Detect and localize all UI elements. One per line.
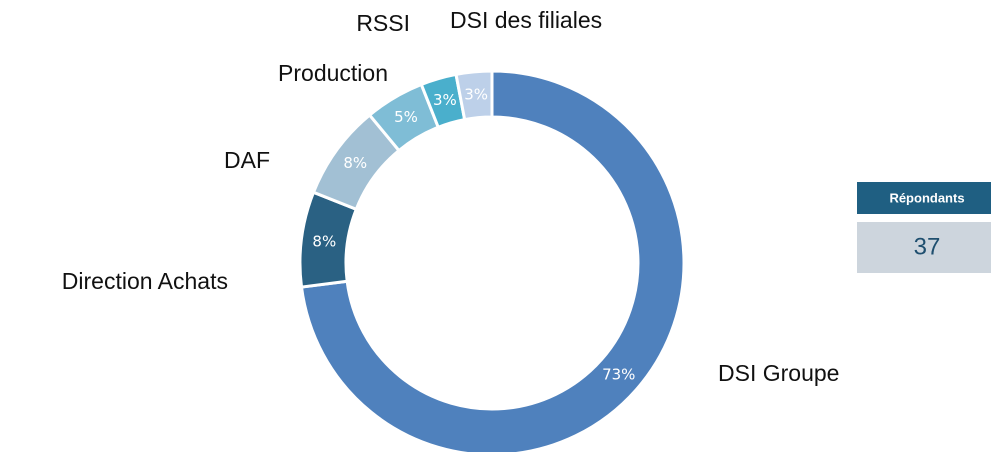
respondents-value-box (857, 222, 991, 273)
respondents-header-box (857, 182, 991, 214)
category-label: Production (278, 60, 388, 86)
value-label: 3% (433, 91, 457, 109)
value-label: 8% (343, 154, 367, 172)
value-label: 3% (464, 85, 488, 103)
value-label: 8% (312, 232, 336, 250)
value-label: 73% (602, 365, 635, 383)
category-label: DSI des filiales (450, 7, 602, 33)
respondents-value: 37 (914, 233, 941, 260)
donut-segment (299, 69, 686, 452)
category-label: DSI Groupe (718, 360, 839, 386)
value-label: 5% (394, 108, 418, 126)
category-label: Direction Achats (62, 268, 228, 294)
category-label: DAF (224, 147, 270, 173)
donut-segment (454, 69, 494, 122)
category-label: RSSI (356, 10, 410, 36)
respondents-header: Répondants (889, 190, 964, 205)
